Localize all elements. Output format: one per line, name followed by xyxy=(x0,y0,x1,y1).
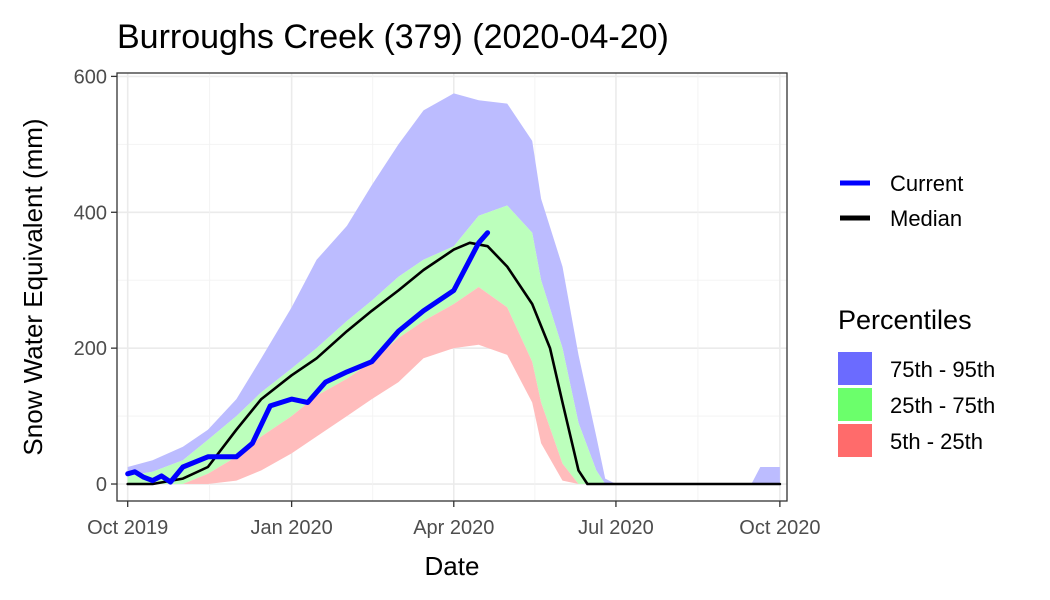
current-line xyxy=(125,230,491,485)
legend: Current Median Percentiles 75th - 95th 25th … xyxy=(838,171,995,457)
band-5-25 xyxy=(127,287,780,484)
y-tick-label-1: 200 xyxy=(74,338,107,360)
y-tick-label-0: 0 xyxy=(96,474,107,496)
x-tick-label-0: Oct 2019 xyxy=(87,517,168,539)
legend-fill-key-0 xyxy=(838,352,872,385)
percentile-bands xyxy=(127,93,780,485)
band-25-75 xyxy=(127,205,780,484)
y-tick-label-3: 600 xyxy=(74,66,107,88)
chart-title: Burroughs Creek (379) (2020-04-20) xyxy=(117,18,669,56)
legend-fill-key-1 xyxy=(838,388,872,421)
legend-fill-label-2: 5th - 25th xyxy=(890,429,983,454)
legend-fill-label-1: 25th - 75th xyxy=(890,393,995,418)
x-tick-label-4: Oct 2020 xyxy=(739,517,820,539)
legend-line-label-1: Median xyxy=(890,206,962,231)
y-axis-title: Snow Water Equivalent (mm) xyxy=(18,118,48,455)
x-tick-label-1: Jan 2020 xyxy=(250,517,332,539)
x-tick-label-3: Jul 2020 xyxy=(578,517,654,539)
median-line xyxy=(126,241,782,486)
y-tick-label-2: 400 xyxy=(74,202,107,224)
legend-fill-key-2 xyxy=(838,424,872,457)
band-75-95 xyxy=(127,93,780,485)
plot-border xyxy=(116,72,788,502)
legend-fill-label-0: 75th - 95th xyxy=(890,357,995,382)
series-lines xyxy=(125,230,782,486)
x-tick-label-2: Apr 2020 xyxy=(413,517,494,539)
legend-line-label-0: Current xyxy=(890,171,963,196)
axes: 0 200 400 600 Oct 2019 Jan 2020 Apr 2020 Jul 20… xyxy=(74,66,821,539)
legend-fill-title: Percentiles xyxy=(838,305,972,335)
x-axis-title: Date xyxy=(425,551,480,581)
